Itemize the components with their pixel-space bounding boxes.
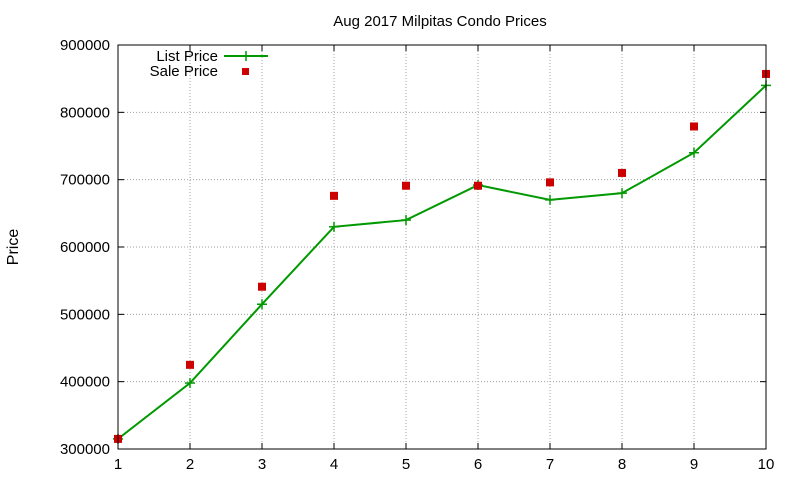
list-price-point [401,215,411,226]
legend-label-sale-price: Sale Price [150,63,218,80]
list-price-point [689,147,699,158]
x-tick-label: 6 [474,456,482,473]
list-price-point [329,221,339,232]
x-tick-label: 8 [618,456,626,473]
legend-marker-sale-price [242,68,249,75]
y-tick-label: 800000 [60,104,110,121]
list-price-point [185,378,195,389]
x-tick-label: 3 [258,456,266,473]
sale-price-point [330,191,338,200]
y-tick-label: 300000 [60,441,110,458]
y-tick-label: 400000 [60,374,110,391]
x-tick-label: 10 [758,456,775,473]
x-tick-label: 2 [186,456,194,473]
sale-price-point [474,181,482,190]
legend-marker-list-price [241,51,251,61]
sale-price-point [690,122,698,131]
y-tick-label: 600000 [60,239,110,256]
list-price-point [257,299,267,310]
x-tick-label: 7 [546,456,554,473]
sale-price-point [618,168,626,177]
y-tick-label: 500000 [60,306,110,323]
sale-price-point [546,178,554,187]
plot-frame [117,44,767,450]
y-axis-ticks: 300000 400000 500000 600000 700000 800000 9000… [60,37,766,458]
list-price-line [117,84,767,440]
chart-title: Aug 2017 Milpitas Condo Prices [333,13,546,30]
x-axis-ticks: 1 2 3 4 5 6 7 8 9 10 [114,45,775,473]
y-tick-label: 700000 [60,172,110,189]
grid-lines [118,45,766,449]
y-axis-label: Price [5,229,22,266]
y-tick-label: 900000 [60,37,110,54]
list-price-point [545,194,555,205]
sale-price-point [258,282,266,291]
x-tick-label: 9 [690,456,698,473]
legend-label-list-price: List Price [156,48,218,65]
x-tick-label: 4 [330,456,338,473]
sale-price-point [186,360,194,369]
series-layer [113,69,771,444]
sale-price-point [402,181,410,190]
x-tick-label: 1 [114,456,122,473]
legend: List Price Sale Price [150,48,268,80]
list-price-point [617,188,627,199]
x-tick-label: 5 [402,456,410,473]
